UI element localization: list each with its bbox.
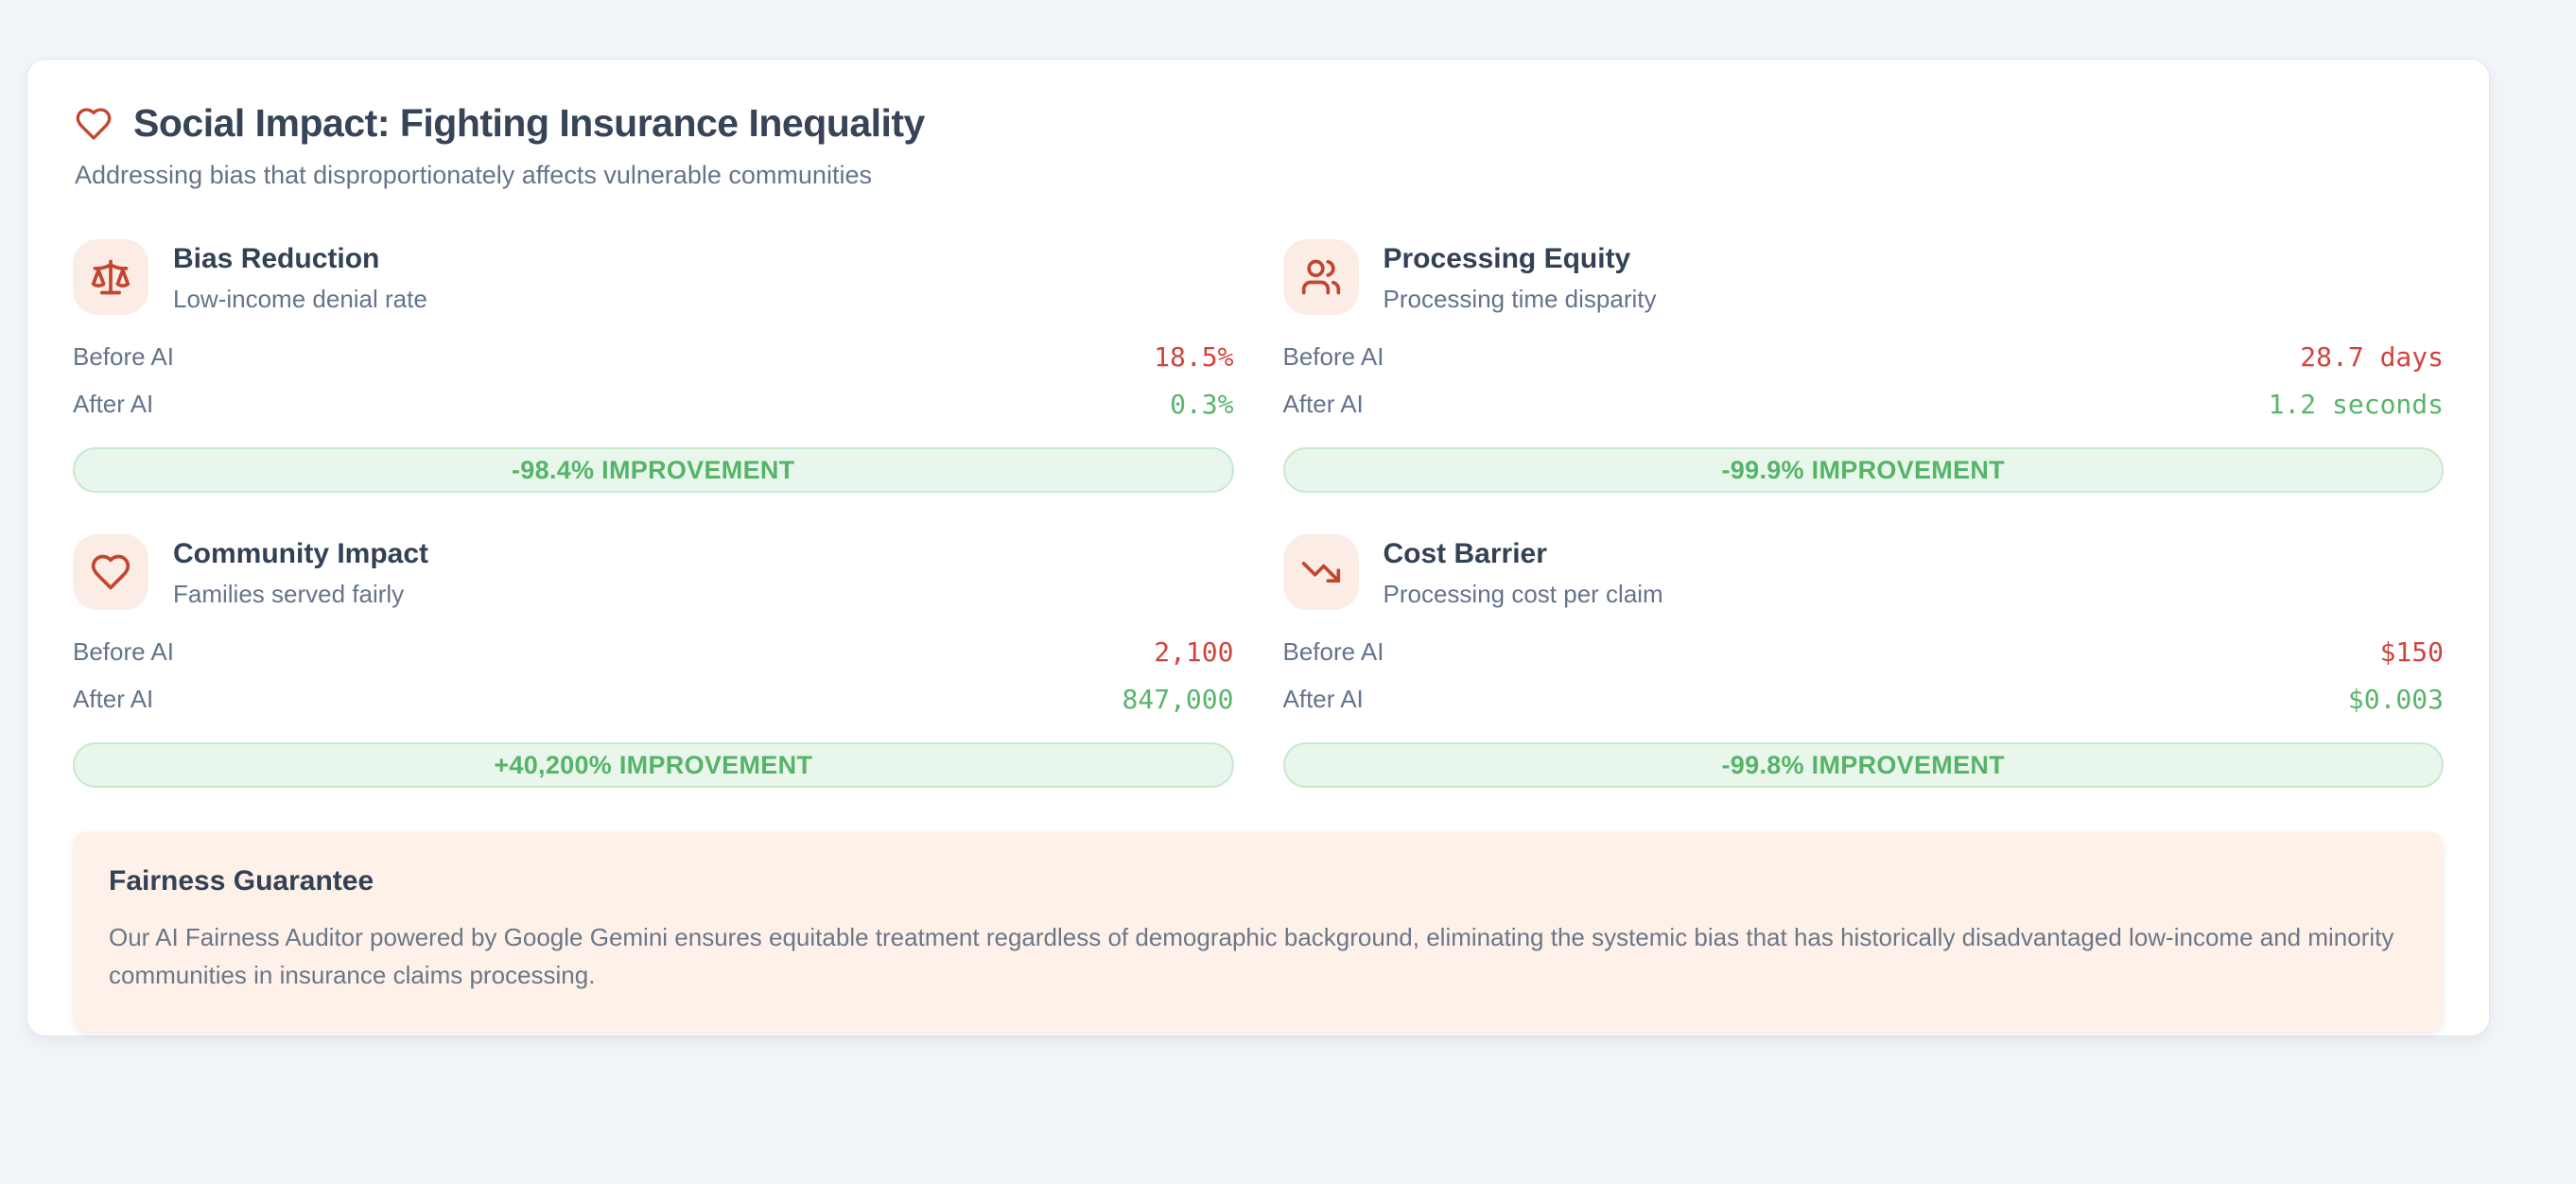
after-label: After AI <box>73 684 154 713</box>
metric-title: Bias Reduction <box>173 243 380 274</box>
metric-title: Cost Barrier <box>1383 538 1547 569</box>
before-value: 18.5% <box>1154 340 1234 373</box>
metric-title: Processing Equity <box>1383 243 1631 274</box>
after-value: 0.3% <box>1170 388 1234 420</box>
before-value: 2,100 <box>1154 636 1234 668</box>
after-value: 1.2 seconds <box>2268 388 2444 420</box>
page-title: Social Impact: Fighting Insurance Inequa… <box>133 101 925 145</box>
metric-subtitle: Processing cost per claim <box>1383 580 1663 608</box>
improvement-badge: -98.4% IMPROVEMENT <box>73 447 1234 493</box>
before-label: Before AI <box>1282 341 1384 371</box>
after-value: $0.003 <box>2347 683 2444 715</box>
before-row: Before AI 28.7 days <box>1283 336 2445 377</box>
metric-subtitle: Families served fairly <box>173 580 405 608</box>
metric-cost-barrier: Cost Barrier Processing cost per claim B… <box>1282 534 2445 788</box>
after-value: 847,000 <box>1122 683 1234 715</box>
before-label: Before AI <box>73 636 174 666</box>
after-label: After AI <box>1282 684 1364 713</box>
users-icon <box>1282 239 1359 315</box>
scale-icon <box>73 239 148 315</box>
heart-icon <box>73 534 148 610</box>
before-row: Before AI 18.5% <box>73 336 1234 377</box>
improvement-badge: -99.9% IMPROVEMENT <box>1282 447 2444 493</box>
before-label: Before AI <box>73 341 174 371</box>
before-row: Before AI $150 <box>1283 631 2445 672</box>
metric-bias-reduction: Bias Reduction Low-income denial rate Be… <box>73 239 1234 493</box>
fairness-guarantee-box: Fairness Guarantee Our AI Fairness Audit… <box>73 831 2444 1032</box>
metric-community-impact: Community Impact Families served fairly … <box>73 534 1234 788</box>
before-value: 28.7 days <box>2300 340 2444 373</box>
trending-down-icon <box>1282 534 1359 610</box>
fairness-body: Our AI Fairness Auditor powered by Googl… <box>109 923 2394 989</box>
fairness-title: Fairness Guarantee <box>109 865 374 897</box>
page-subtitle: Addressing bias that disproportionately … <box>75 161 872 189</box>
before-row: Before AI 2,100 <box>73 631 1234 672</box>
after-label: After AI <box>1282 389 1364 418</box>
improvement-badge: +40,200% IMPROVEMENT <box>73 742 1234 788</box>
metric-subtitle: Processing time disparity <box>1383 285 1657 313</box>
heart-icon <box>75 105 113 143</box>
metrics-grid: Bias Reduction Low-income denial rate Be… <box>73 239 2444 788</box>
before-value: $150 <box>2379 636 2444 668</box>
metric-title: Community Impact <box>173 538 429 569</box>
after-row: After AI $0.003 <box>1283 678 2445 720</box>
after-row: After AI 847,000 <box>73 678 1234 720</box>
before-label: Before AI <box>1282 636 1384 666</box>
metric-processing-equity: Processing Equity Processing time dispar… <box>1282 239 2445 493</box>
after-row: After AI 0.3% <box>73 383 1234 425</box>
improvement-badge: -99.8% IMPROVEMENT <box>1282 742 2444 788</box>
metric-subtitle: Low-income denial rate <box>173 285 427 313</box>
after-label: After AI <box>73 389 154 418</box>
social-impact-card: Social Impact: Fighting Insurance Inequa… <box>26 59 2490 1036</box>
after-row: After AI 1.2 seconds <box>1283 383 2445 425</box>
page-header: Social Impact: Fighting Insurance Inequa… <box>73 101 2444 190</box>
